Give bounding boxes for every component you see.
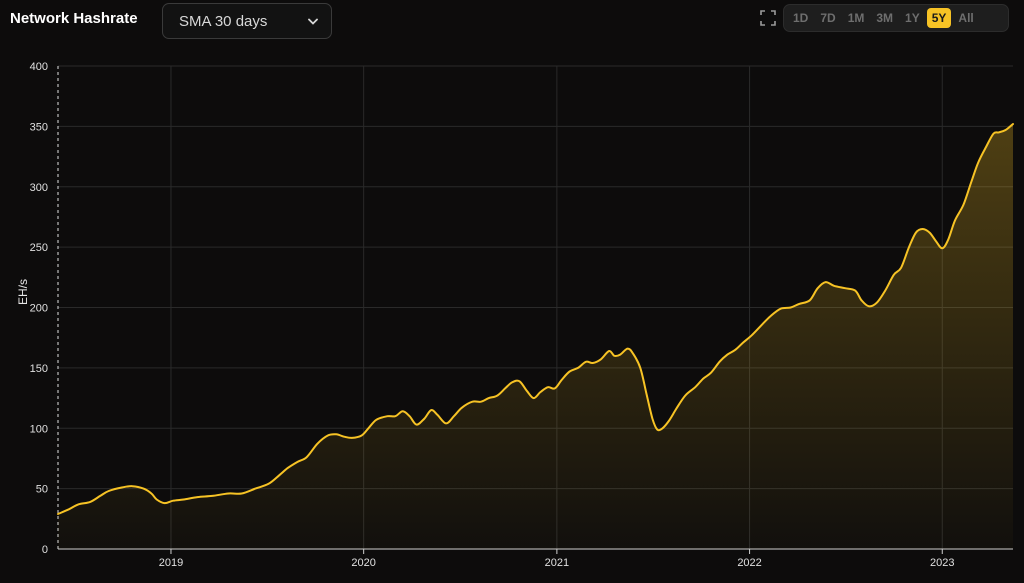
y-tick-label: 300 xyxy=(30,182,48,194)
range-all-button[interactable]: All xyxy=(958,11,974,25)
x-tick-label: 2019 xyxy=(159,557,183,569)
range-1m-button[interactable]: 1M xyxy=(847,11,865,25)
range-1d-button[interactable]: 1D xyxy=(793,11,809,25)
series-line xyxy=(57,123,1014,515)
x-tick-label: 2023 xyxy=(930,557,954,569)
sma-period-select[interactable]: SMA 30 days xyxy=(162,3,332,39)
x-tick-label: 2021 xyxy=(545,557,569,569)
range-5y-button[interactable]: 5Y xyxy=(926,8,952,28)
x-tick-label: 2022 xyxy=(737,557,761,569)
series-area xyxy=(58,124,1013,549)
y-axis-title: EH/s xyxy=(16,279,30,305)
y-tick-label: 200 xyxy=(30,303,48,315)
y-tick-label: 100 xyxy=(30,423,48,435)
range-3m-button[interactable]: 3M xyxy=(876,11,894,25)
range-7d-button[interactable]: 7D xyxy=(820,11,836,25)
select-value: SMA 30 days xyxy=(179,12,268,30)
y-tick-label: 250 xyxy=(30,242,48,254)
y-tick-label: 400 xyxy=(30,61,48,73)
chart-title: Network Hashrate xyxy=(10,10,138,27)
range-1y-button[interactable]: 1Y xyxy=(905,11,920,25)
x-tick-label: 2020 xyxy=(351,557,375,569)
y-tick-label: 0 xyxy=(42,544,48,556)
series xyxy=(57,123,1014,549)
y-tick-label: 150 xyxy=(30,363,48,375)
range-selector: 1D 7D 1M 3M 1Y 5Y All xyxy=(783,4,1009,32)
fullscreen-icon[interactable] xyxy=(758,8,778,28)
y-tick-label: 350 xyxy=(30,121,48,133)
chevron-down-icon xyxy=(307,15,319,27)
y-tick-label: 50 xyxy=(36,484,48,496)
